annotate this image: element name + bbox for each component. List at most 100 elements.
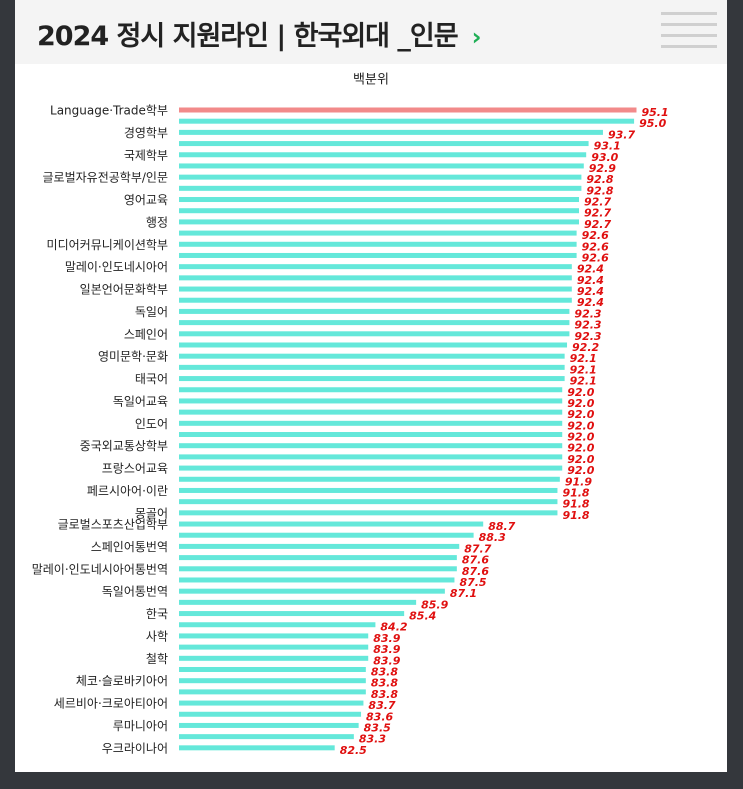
bar [179,376,565,382]
value-label: 92.0 [567,419,594,432]
y-tick-label: 말레이·인도네시아어 [65,260,168,274]
bar [179,499,558,505]
y-tick-label: 중국외교통상학부 [80,439,168,453]
bar [179,297,572,303]
value-label: 92.0 [567,397,594,410]
value-label: 87.6 [462,554,489,567]
bar [179,689,366,695]
bar [179,197,580,203]
value-label: 92.4 [577,285,604,298]
y-tick-label: 미디어커뮤니케이션학부 [47,238,168,252]
bar [179,331,570,337]
bar [179,364,565,370]
bar [179,141,589,147]
bar [179,577,455,583]
bar [179,275,572,281]
value-label: 92.0 [567,408,594,421]
menu-line[interactable] [661,12,717,15]
bar [179,163,584,169]
y-tick-label: 우크라이나어 [102,741,168,755]
value-label: 88.3 [479,531,506,544]
value-label: 92.7 [584,207,611,220]
y-tick-label: 페르시아어·이란 [87,484,168,498]
bar [179,398,563,404]
value-label: 92.0 [567,453,594,466]
bar [179,555,457,561]
value-label: 92.1 [570,363,597,376]
y-tick-label: 체코·슬로바키아어 [76,674,168,688]
bar [179,353,565,359]
value-label: 91.8 [562,498,589,511]
value-label: 83.8 [371,666,398,679]
bar [179,432,563,438]
bar [179,264,572,270]
value-label: 92.0 [567,442,594,455]
menu-line[interactable] [661,45,717,48]
value-label: 83.9 [373,643,400,656]
value-label: 83.7 [368,699,395,712]
value-label: 92.3 [574,319,601,332]
bar [179,566,457,572]
bar [179,443,563,449]
value-label: 92.3 [574,330,601,343]
bar [179,700,364,706]
value-label: 91.9 [565,475,592,488]
y-tick-label: 독일어 [135,305,168,319]
value-label: 83.9 [373,654,400,667]
value-label: 83.6 [366,710,393,723]
value-label: 83.9 [373,632,400,645]
value-label: 92.6 [582,240,609,253]
bar [179,286,572,292]
value-label: 92.7 [584,196,611,209]
value-label: 87.6 [462,565,489,578]
value-label: 95.1 [641,106,668,119]
bar [179,644,369,650]
y-tick-label: 한국 [146,607,168,621]
value-label: 92.4 [577,274,604,287]
value-label: 92.0 [567,464,594,477]
title: 2024 정시 지원라인 | 한국외대 _인문 › [37,14,482,53]
value-label: 92.8 [586,173,613,186]
bar [179,320,570,326]
y-tick-label: 말레이·인도네시아어통번역 [32,562,168,576]
bar [179,711,362,717]
y-tick-label: 철학 [146,652,168,666]
panel: 2024 정시 지원라인 | 한국외대 _인문 › 백분위 95.1 Languag… [15,0,727,772]
bar [179,667,366,672]
value-label: 92.6 [582,251,609,264]
bar [179,241,577,247]
value-label: 87.5 [459,576,486,589]
y-tick-label: 글로벌스포츠산업학부 [58,518,168,532]
chart: 백분위 95.1 Language·Trade학부 95.0 93.7 경영학부 93.1… [32,73,669,757]
bar [179,521,484,527]
menu-line[interactable] [661,23,717,26]
bar [179,722,359,728]
value-label: 83.5 [364,721,391,734]
bar [179,734,354,740]
bar [179,252,577,258]
bar [179,543,460,549]
menu-line[interactable] [661,34,717,37]
bar [179,409,563,415]
value-label: 88.7 [488,520,515,533]
value-label: 83.3 [359,733,386,746]
y-tick-label: 몽골어 [135,506,168,520]
bar [179,420,563,426]
y-tick-label: Language·Trade학부 [50,104,168,118]
y-tick-label: 행정 [146,214,168,229]
chevron[interactable]: › [471,23,482,51]
value-label: 82.5 [340,744,367,757]
value-label: 83.8 [371,677,398,690]
y-tick-label: 스페인어 [124,327,168,341]
y-tick-label: 인도어 [135,417,168,431]
bar [179,387,563,393]
bar [179,633,369,639]
y-tick-label: 독일어통번역 [102,585,168,599]
bar [179,185,582,191]
bar [179,129,603,135]
y-tick-label: 경영학부 [124,126,168,140]
bar [179,678,366,684]
value-label: 92.1 [570,352,597,365]
bar [179,118,635,124]
value-label: 92.0 [567,386,594,399]
